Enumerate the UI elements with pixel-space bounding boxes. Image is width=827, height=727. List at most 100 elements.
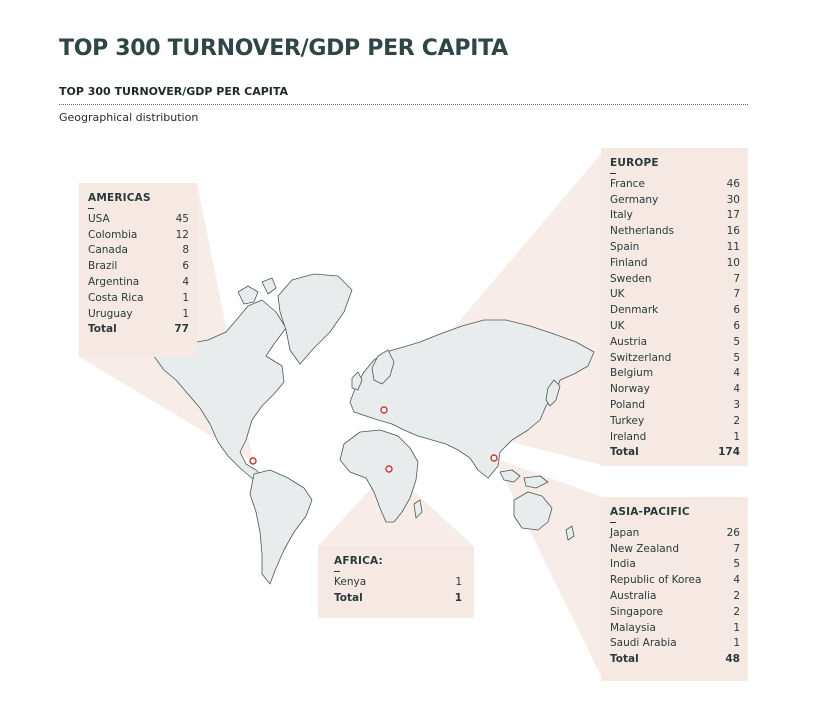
europe-table: France 46 Germany 30 Italy 17 Netherlands 16 Spa… [610, 176, 740, 460]
table-row: Uruguay 1 [88, 306, 189, 322]
company-count: 5 [733, 351, 740, 364]
company-count: 5 [733, 335, 740, 348]
new-zealand-shape [565, 525, 575, 541]
country-name: UK [610, 288, 625, 301]
europe-title: EUROPE [610, 157, 659, 169]
table-row: Switzerland 5 [610, 350, 740, 366]
table-row: Poland 3 [610, 397, 740, 413]
total-value: 77 [174, 323, 189, 336]
company-count: 4 [182, 276, 189, 289]
company-count: 1 [733, 637, 740, 650]
country-name: Spain [610, 241, 640, 254]
africa-marker [385, 465, 393, 473]
southeast-asia-islands-shape [499, 469, 549, 489]
scandinavia-shape [371, 349, 395, 385]
africa-shape [339, 429, 419, 523]
africa-dash [334, 571, 340, 572]
table-row: India 5 [610, 557, 740, 573]
total-label: Total [88, 323, 117, 336]
company-count: 3 [733, 399, 740, 412]
country-name: Denmark [610, 304, 659, 317]
total-row: Total 48 [610, 651, 740, 667]
country-name: Italy [610, 209, 633, 222]
company-count: 11 [726, 241, 740, 254]
table-row: UK 7 [610, 287, 740, 303]
table-row: Argentina 4 [88, 274, 189, 290]
asia-pacific-table: Japan 26 New Zealand 7 India 5 Republic of Kor… [610, 525, 740, 667]
table-row: Germany 30 [610, 192, 740, 208]
company-count: 7 [733, 542, 740, 555]
americas-table: USA 45 Colombia 12 Canada 8 Brazil 6 Argentina 4 C… [88, 211, 189, 337]
table-row: Belgium 4 [610, 366, 740, 382]
company-count: 6 [733, 320, 740, 333]
table-row: Ireland 1 [610, 429, 740, 445]
company-count: 1 [455, 575, 462, 588]
japan-shape [545, 379, 561, 407]
country-name: Austria [610, 335, 648, 348]
australia-shape [513, 491, 553, 531]
country-name: UK [610, 320, 625, 333]
asia-pacific-dash [610, 522, 616, 523]
greenland-shape [277, 273, 353, 365]
country-name: Japan [610, 526, 640, 539]
company-count: 30 [726, 193, 740, 206]
europe-panel: EUROPE France 46 Germany 30 Italy 17 Netherlan… [601, 148, 748, 466]
table-row: Norway 4 [610, 381, 740, 397]
section-caption: Geographical distribution [59, 111, 199, 124]
table-row: Austria 5 [610, 334, 740, 350]
company-count: 26 [726, 526, 740, 539]
table-row: Italy 17 [610, 208, 740, 224]
company-count: 2 [733, 605, 740, 618]
country-name: Argentina [88, 276, 140, 289]
company-count: 16 [726, 225, 740, 238]
total-label: Total [610, 653, 639, 666]
africa-table: Kenya 1 Total 1 [334, 574, 462, 606]
south-america-shape [249, 469, 313, 585]
company-count: 45 [175, 212, 189, 225]
company-count: 8 [182, 244, 189, 257]
location-markers [249, 406, 498, 473]
country-name: Turkey [610, 414, 645, 427]
company-count: 6 [182, 260, 189, 273]
country-name: Kenya [334, 575, 367, 588]
company-count: 2 [733, 414, 740, 427]
continents [152, 273, 595, 585]
country-name: Costa Rica [88, 291, 144, 304]
table-row: Republic of Korea 4 [610, 572, 740, 588]
asia-marker [490, 454, 498, 462]
company-count: 1 [733, 621, 740, 634]
europe-dash [610, 173, 616, 174]
country-name: India [610, 558, 636, 571]
country-name: Finland [610, 256, 648, 269]
country-name: Netherlands [610, 225, 675, 238]
country-name: Poland [610, 399, 646, 412]
company-count: 1 [182, 307, 189, 320]
company-count: 12 [175, 228, 189, 241]
company-count: 5 [733, 558, 740, 571]
section-subtitle: TOP 300 TURNOVER/GDP PER CAPITA [59, 85, 748, 105]
country-name: France [610, 177, 645, 190]
americas-dash [88, 208, 94, 209]
africa-title: AFRICA: [334, 555, 383, 567]
company-count: 7 [733, 272, 740, 285]
country-name: Canada [88, 244, 128, 257]
table-row: Japan 26 [610, 525, 740, 541]
europe-marker [380, 406, 388, 414]
table-row: Denmark 6 [610, 302, 740, 318]
asia-callout-wedge [494, 458, 603, 680]
country-name: Ireland [610, 430, 647, 443]
asia-pacific-title: ASIA-PACIFIC [610, 506, 690, 518]
uk-shape [351, 371, 363, 391]
country-name: New Zealand [610, 542, 679, 555]
table-row: Singapore 2 [610, 604, 740, 620]
country-name: Republic of Korea [610, 574, 702, 587]
arctic-islands-shape [237, 277, 277, 305]
total-label: Total [610, 446, 639, 459]
country-name: Norway [610, 383, 650, 396]
table-row: UK 6 [610, 318, 740, 334]
page-title: TOP 300 TURNOVER/GDP PER CAPITA [59, 36, 508, 61]
company-count: 6 [733, 304, 740, 317]
company-count: 17 [726, 209, 740, 222]
total-row: Total 77 [88, 322, 189, 338]
